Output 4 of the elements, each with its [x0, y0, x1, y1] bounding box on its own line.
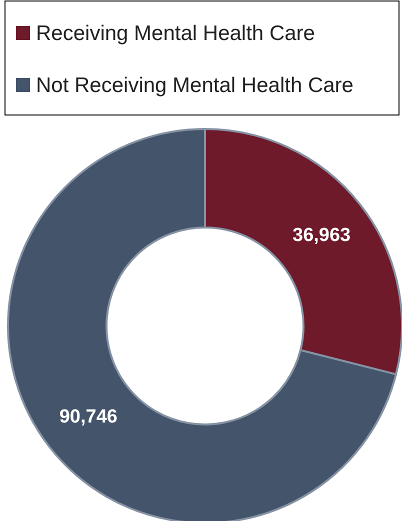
data-label: 90,746	[59, 406, 118, 428]
data-label: 36,963	[292, 224, 351, 246]
legend-label: Receiving Mental Health Care	[36, 22, 315, 45]
legend-label: Not Receiving Mental Health Care	[36, 74, 354, 97]
